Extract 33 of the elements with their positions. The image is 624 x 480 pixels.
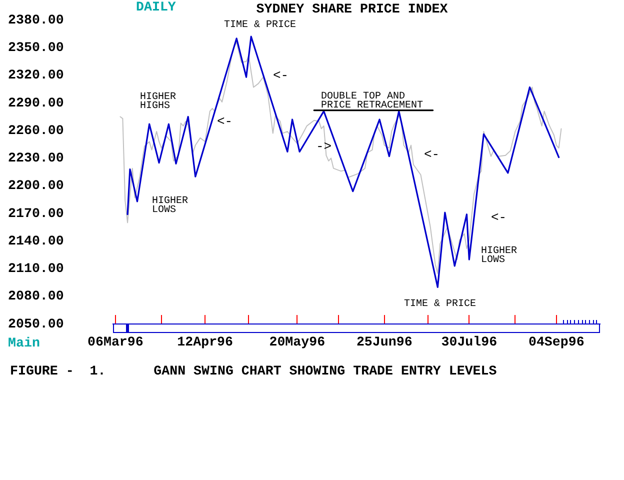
x-tick-label: 12Apr96 [177, 334, 234, 350]
annotation: HIGHER HIGHS [140, 92, 176, 112]
x-tick-label: 04Sep96 [528, 334, 584, 350]
y-tick-label: 2140.00 [8, 233, 64, 248]
annotation: HIGHER LOWS [481, 246, 518, 266]
annotation: <- [217, 114, 233, 129]
annotation: TIME & PRICE [404, 299, 476, 310]
annotation: <- [273, 68, 289, 83]
x-tick-label: 25Jun96 [356, 334, 412, 350]
y-tick-label: 2050.00 [8, 316, 64, 332]
annotation: <- [424, 146, 440, 162]
annotation: TIME & PRICE [224, 20, 296, 32]
x-tick-label: 06Mar96 [87, 334, 144, 350]
annotation: -> [316, 138, 332, 154]
chart-subtitle: DAILY [136, 0, 176, 14]
y-tick-label: 2320.00 [8, 68, 64, 83]
y-tick-label: 2200.00 [8, 178, 64, 194]
y-tick-label: 2350.00 [8, 40, 64, 55]
text: Main [8, 335, 40, 350]
text: FIGURE - 1. GANN SWING CHART SHOWING TRADE ENTRY LEVELS [10, 363, 497, 378]
y-tick-label: 2080.00 [8, 288, 64, 304]
y-tick-label: 2170.00 [8, 206, 64, 221]
y-tick-label: 2230.00 [8, 150, 64, 166]
annotation: DOUBLE TOP AND PRICE RETRACEMENT [321, 92, 424, 112]
annotation: HIGHER LOWS [152, 196, 188, 216]
annotation: <- [491, 210, 507, 225]
chart-title: SYDNEY SHARE PRICE INDEX [256, 1, 448, 16]
x-tick-label: 30Jul96 [441, 334, 498, 350]
y-tick-label: 2260.00 [8, 122, 64, 138]
x-tick-label: 20May96 [269, 334, 326, 350]
y-tick-label: 2290.00 [8, 95, 64, 110]
y-tick-label: 2380.00 [8, 12, 64, 28]
y-tick-label: 2110.00 [8, 261, 64, 276]
